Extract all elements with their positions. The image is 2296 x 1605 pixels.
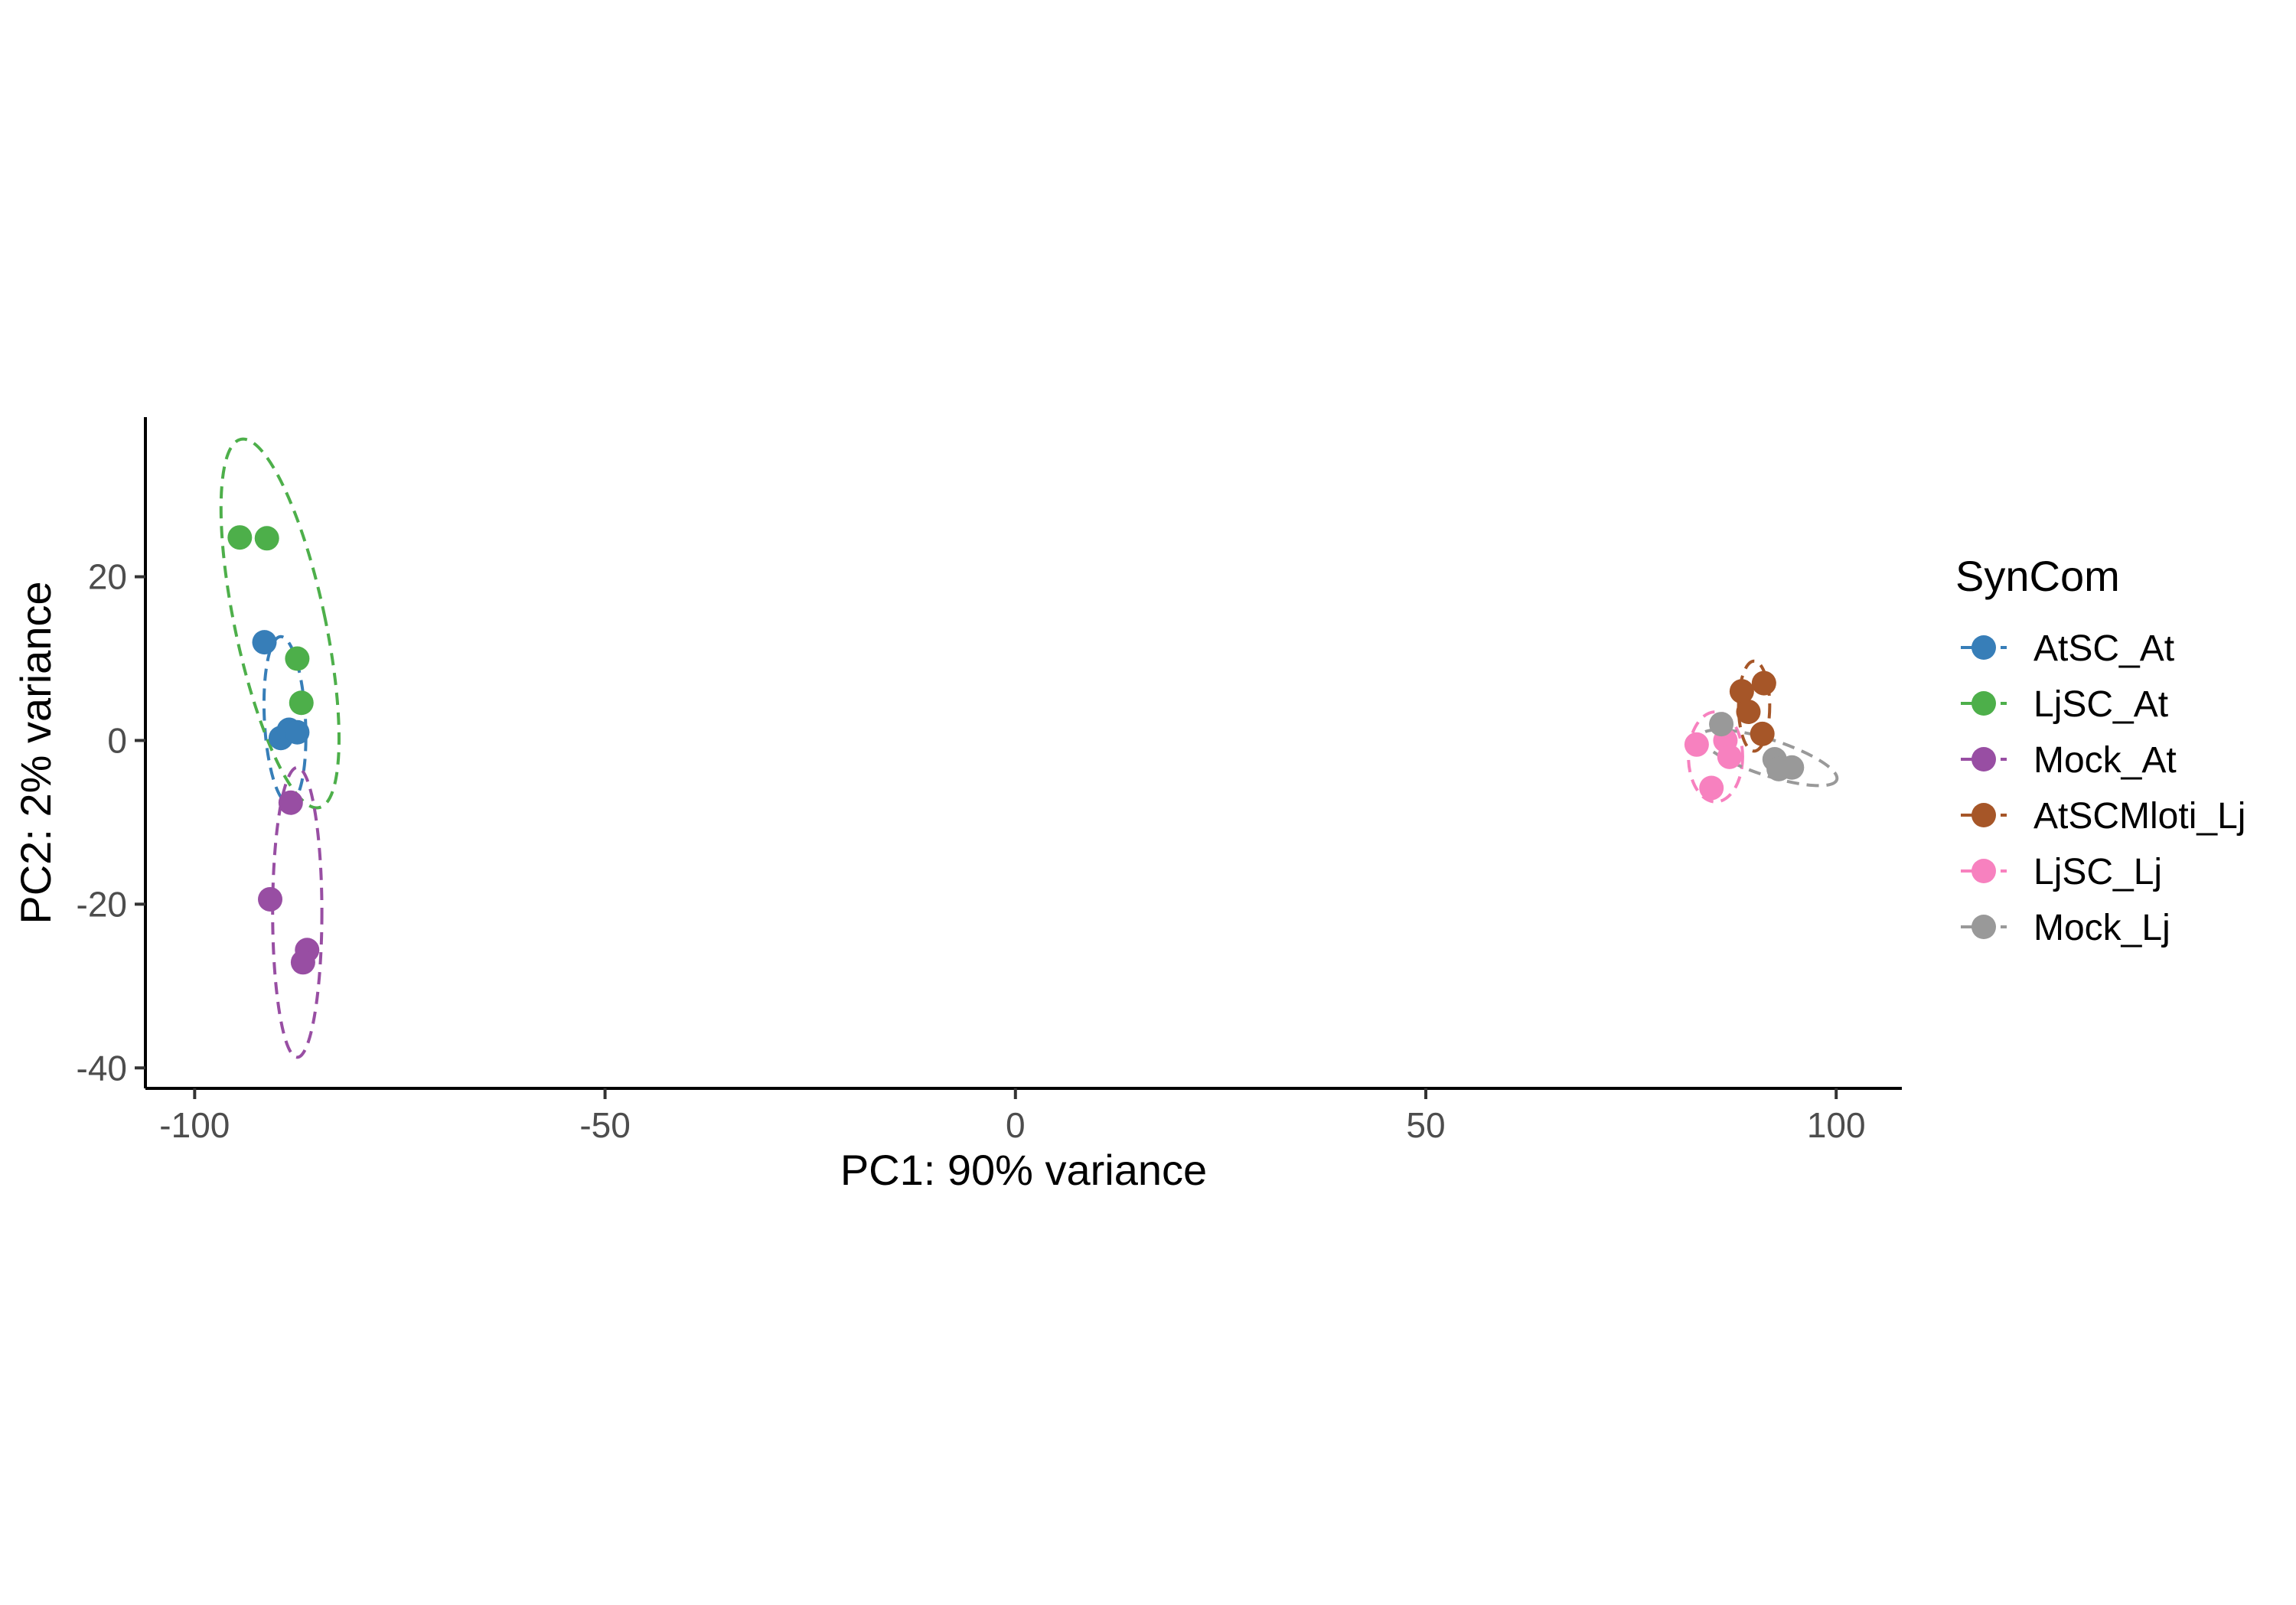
legend-label: LjSC_Lj xyxy=(2033,852,2162,892)
point-ljsc-lj xyxy=(1717,744,1742,769)
legend-key-dot xyxy=(1971,635,1996,660)
point-atscmloti-lj xyxy=(1736,700,1761,725)
x-tick-label: -50 xyxy=(579,1105,630,1145)
point-mock-lj xyxy=(1709,712,1734,737)
y-axis-title: PC2: 2% variance xyxy=(11,581,60,924)
y-tick-label: -20 xyxy=(77,884,127,924)
legend-title: SynCom xyxy=(1955,552,2120,600)
legend-key-dot xyxy=(1971,691,1996,716)
point-ljsc-at xyxy=(289,690,314,716)
legend-key-dot xyxy=(1971,859,1996,883)
legend-label: Mock_At xyxy=(2033,740,2177,781)
point-mock-at xyxy=(278,790,303,815)
x-tick-label: 50 xyxy=(1406,1105,1445,1145)
legend-items: AtSC_At LjSC_At Mock_At AtSCMloti_Lj LjSC_Lj… xyxy=(1961,628,2245,948)
point-ljsc-at xyxy=(227,525,253,550)
point-atscmloti-lj xyxy=(1751,670,1776,696)
y-tick-label: -40 xyxy=(77,1048,127,1088)
confidence-ellipses xyxy=(219,437,1839,1059)
point-atscmloti-lj xyxy=(1729,679,1754,704)
legend: SynCom AtSC_At LjSC_At Mock_At AtSCMloti_Lj… xyxy=(1955,552,2245,948)
legend-item-ljsc-at: LjSC_At xyxy=(1961,684,2168,725)
point-mock-at xyxy=(290,950,315,975)
point-ljsc-at xyxy=(254,526,279,551)
legend-label: LjSC_At xyxy=(2033,684,2168,725)
legend-label: AtSCMloti_Lj xyxy=(2033,796,2245,837)
point-mock-at xyxy=(258,886,283,912)
ellipse-mock-lj xyxy=(1699,728,1839,788)
legend-key-dot xyxy=(1971,803,1996,827)
x-axis-title: PC1: 90% variance xyxy=(840,1146,1207,1194)
point-atscmloti-lj xyxy=(1750,721,1775,746)
axis-ticks: -100 -50 0 50 100 -40 -20 0 20 xyxy=(77,557,1866,1145)
point-mock-lj xyxy=(1779,755,1805,780)
legend-key-dot xyxy=(1971,915,1996,939)
legend-item-atsc-at: AtSC_At xyxy=(1961,628,2174,669)
legend-item-atscmloti-lj: AtSCMloti_Lj xyxy=(1961,796,2245,837)
legend-label: AtSC_At xyxy=(2033,628,2174,669)
legend-item-mock-at: Mock_At xyxy=(1961,740,2177,781)
axes xyxy=(144,417,1902,1090)
point-ljsc-at xyxy=(285,646,310,671)
x-tick-label: 100 xyxy=(1807,1105,1866,1145)
x-tick-label: 0 xyxy=(1006,1105,1026,1145)
legend-item-ljsc-lj: LjSC_Lj xyxy=(1961,852,2162,892)
data-points xyxy=(227,525,1805,975)
point-atsc-at xyxy=(252,630,277,655)
x-tick-label: -100 xyxy=(159,1105,230,1145)
ellipse-ljsc-lj xyxy=(1687,710,1744,804)
legend-item-mock-lj: Mock_Lj xyxy=(1961,908,2170,948)
legend-key-dot xyxy=(1971,747,1996,772)
legend-label: Mock_Lj xyxy=(2033,908,2170,948)
ellipse-mock-at xyxy=(271,765,324,1059)
point-ljsc-lj xyxy=(1684,732,1709,757)
point-atsc-at xyxy=(285,719,310,745)
ellipse-ljsc-at xyxy=(219,437,341,810)
y-tick-label: 20 xyxy=(88,557,127,597)
point-ljsc-lj xyxy=(1699,775,1724,801)
y-tick-label: 0 xyxy=(107,720,127,760)
